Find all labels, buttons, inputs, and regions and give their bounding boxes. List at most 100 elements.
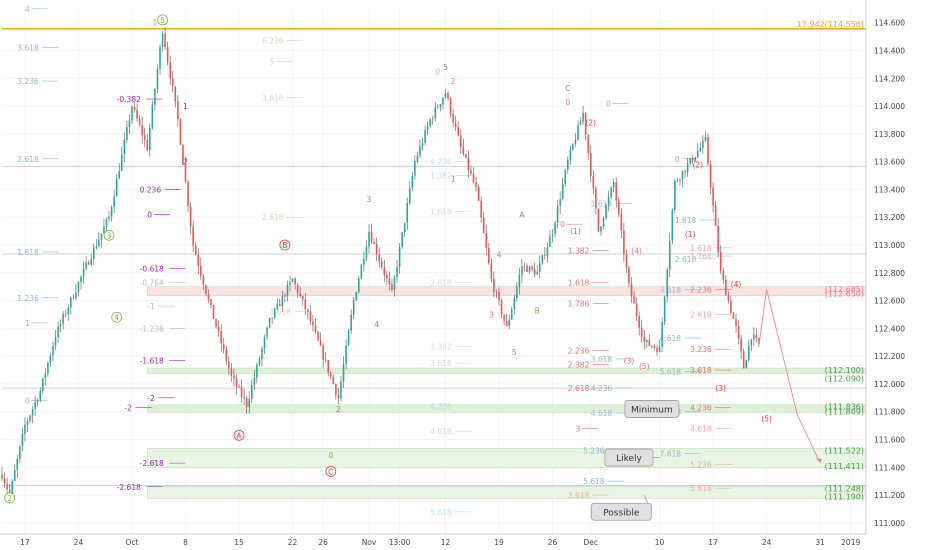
fib-label: 4.618 — [591, 409, 613, 418]
callout-box — [590, 502, 652, 521]
candle-body — [347, 330, 350, 346]
fib-label: 5 — [270, 58, 275, 67]
candle-body — [610, 187, 612, 197]
candle-body — [745, 360, 748, 369]
candle-body — [67, 307, 70, 315]
candle-body — [735, 318, 737, 327]
candle-body — [217, 326, 220, 331]
candle-body — [666, 269, 668, 297]
fib-label: 0 — [560, 220, 565, 229]
candle-body — [561, 183, 564, 200]
zone-label: (112.100) — [825, 366, 864, 375]
candle-body — [689, 157, 691, 164]
candle-body — [368, 231, 370, 247]
candle-body — [207, 294, 210, 300]
wave-label: C — [328, 467, 333, 476]
time-axis[interactable]: 17 24 Oct 8 15 22 26 Nov 13:00 12 19 26 Dec 10 17 24 31 2… — [0, 533, 932, 550]
candle-body — [13, 470, 16, 481]
candle-body — [696, 151, 699, 158]
candle-body — [373, 242, 375, 244]
candle-body — [6, 483, 8, 490]
candle-body — [431, 118, 434, 120]
candle-body — [383, 267, 386, 275]
candle-body — [722, 270, 725, 280]
candle-body — [447, 92, 449, 99]
time-tick-label: 13:00 — [389, 538, 411, 547]
zone-label: (112.685) — [825, 285, 864, 294]
candle-body — [337, 394, 340, 399]
candle-body — [572, 144, 574, 150]
fib-label: 2.618 — [17, 155, 39, 164]
time-tick-label: 12 — [441, 538, 451, 547]
fib-label: 0 — [25, 397, 30, 406]
fib-label: 1.236 — [17, 294, 39, 303]
wave-label: 0 — [435, 67, 440, 76]
candle-body — [41, 378, 44, 391]
candle-body — [16, 458, 19, 471]
fib-label: 2.236 — [690, 285, 712, 294]
wave-label: 3 — [107, 231, 112, 240]
wave-label-circle — [111, 311, 123, 323]
fib-label: 0 — [675, 155, 680, 164]
candle-body — [408, 187, 411, 204]
fib-label: 5.236 — [690, 461, 712, 470]
candle-body — [189, 206, 192, 227]
price-tick-label: 111.000 — [874, 519, 905, 528]
fib-label: 4 — [25, 5, 30, 14]
fib-label: 4.236 — [430, 402, 452, 411]
candle-body — [444, 92, 447, 98]
fib-label: -2 — [147, 394, 155, 403]
candle-body — [312, 321, 314, 326]
candle-body — [225, 349, 228, 362]
candle-body — [403, 222, 406, 233]
candle-body — [391, 284, 393, 290]
fib-label: 1.618 — [568, 279, 590, 288]
candle-body — [559, 199, 561, 206]
candle-body — [449, 98, 452, 114]
fib-label: 1.764 — [690, 252, 712, 261]
time-tick-label: 24 — [762, 538, 772, 547]
wave-label: 2 — [183, 158, 188, 167]
candle-body — [174, 86, 177, 102]
time-tick-label: 8 — [183, 538, 188, 547]
fib-label: 5.618 — [430, 508, 452, 517]
callout-box — [604, 448, 654, 467]
candle-body — [123, 139, 126, 154]
candle-body — [658, 346, 661, 353]
candle-body — [171, 78, 174, 87]
candle-body — [452, 113, 454, 123]
candle-body — [569, 149, 572, 160]
candle-body — [136, 109, 138, 119]
candle-body — [92, 247, 95, 260]
candle-body — [679, 179, 681, 181]
candle-body — [245, 398, 248, 408]
candle-body — [166, 47, 169, 62]
wave-label: A — [519, 210, 525, 219]
candle-body — [329, 372, 332, 377]
wave-label: 2 — [7, 494, 12, 503]
candle-body — [516, 286, 518, 299]
price-axis[interactable]: 114.600 114.400 114.200 114.000 113.800 113.6… — [865, 0, 932, 550]
candle-body — [424, 130, 426, 143]
candle-body — [521, 266, 523, 276]
candle-body — [505, 320, 508, 327]
forecast-line — [758, 289, 821, 464]
wave-label-circle — [279, 239, 291, 251]
candle-body — [648, 339, 651, 346]
candle-body — [184, 164, 187, 182]
fib-label: 4.618 — [690, 424, 712, 433]
wave-label: A — [236, 431, 242, 440]
fib-label: -0.618 — [140, 265, 164, 274]
candle-body — [584, 112, 587, 136]
candle-body — [699, 147, 702, 152]
reference-lines: 17.942(114.556) — [2, 20, 866, 486]
price-tick-label: 113.000 — [874, 241, 905, 250]
fib-label: 4.236 — [591, 384, 613, 393]
candle-body — [113, 196, 115, 208]
candle-body — [215, 319, 217, 327]
candle-body — [421, 142, 424, 147]
fib-label: -1 — [147, 302, 155, 311]
candle-body — [480, 200, 482, 218]
candle-body — [240, 386, 243, 397]
